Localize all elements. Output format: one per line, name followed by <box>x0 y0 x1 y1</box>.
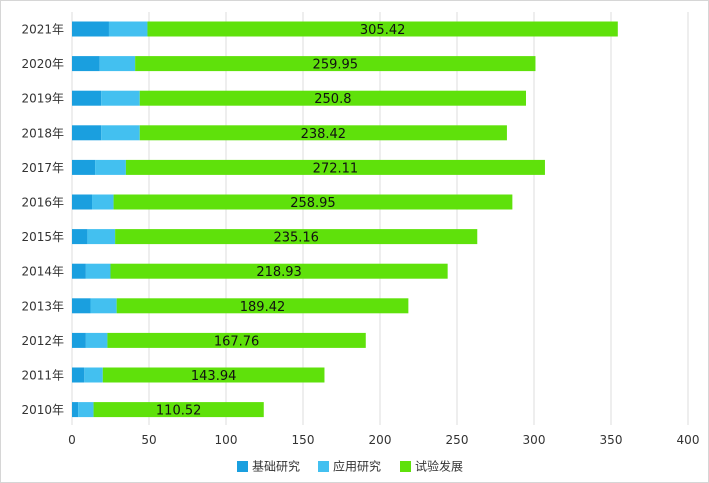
x-tick-label: 350 <box>600 433 623 447</box>
category-label: 2021年 <box>21 23 64 37</box>
legend-label: 应用研究 <box>333 459 381 474</box>
legend-swatch <box>400 461 411 472</box>
bar-segment-basic-research[interactable] <box>72 56 100 72</box>
data-label: 110.52 <box>156 404 202 419</box>
bar-segment-basic-research[interactable] <box>72 159 96 175</box>
bar-segment-applied-research[interactable] <box>90 298 117 314</box>
legend-label: 试验发展 <box>415 459 463 474</box>
bar-segment-experimental-development[interactable] <box>139 90 526 106</box>
category-label: 2020年 <box>21 57 64 71</box>
bar-segment-experimental-development[interactable] <box>107 332 366 348</box>
category-label: 2018年 <box>21 126 64 140</box>
bar-segment-applied-research[interactable] <box>78 402 94 418</box>
x-tick-label: 0 <box>68 433 76 447</box>
x-tick-label: 50 <box>141 433 156 447</box>
category-label: 2013年 <box>21 299 64 313</box>
bar-segment-basic-research[interactable] <box>72 194 93 210</box>
legend-swatch <box>237 461 248 472</box>
data-label: 167.76 <box>214 334 260 349</box>
bar-segment-applied-research[interactable] <box>84 367 103 383</box>
category-labels: 2021年 2020年 2019年 2018年 2017年 2016年 2015年 2014年… <box>21 23 64 418</box>
bar-segment-experimental-development[interactable] <box>116 298 409 314</box>
grid-lines <box>71 12 689 425</box>
bar-segment-basic-research[interactable] <box>72 332 86 348</box>
bar-segment-basic-research[interactable] <box>72 367 85 383</box>
bar-segment-basic-research[interactable] <box>72 90 102 106</box>
bar-segment-applied-research[interactable] <box>85 332 108 348</box>
bar-segment-experimental-development[interactable] <box>102 367 325 383</box>
bar-segment-experimental-development[interactable] <box>139 125 507 141</box>
bar-segment-experimental-development[interactable] <box>115 229 478 245</box>
legend-label: 基础研究 <box>252 459 300 474</box>
bar-segment-experimental-development[interactable] <box>125 159 545 175</box>
data-label: 250.8 <box>314 92 351 107</box>
bar-segment-applied-research[interactable] <box>101 90 140 106</box>
bars: 305.42 259.95 250.8 238.42 272.11 258.95 235.1… <box>72 21 618 419</box>
legend-item[interactable]: 试验发展 <box>400 459 463 474</box>
x-tick-label: 150 <box>292 433 315 447</box>
bar-segment-basic-research[interactable] <box>72 21 109 37</box>
bar-segment-basic-research[interactable] <box>72 263 86 279</box>
data-label: 238.42 <box>301 127 347 142</box>
category-label: 2019年 <box>21 92 64 106</box>
bar-segment-applied-research[interactable] <box>99 56 136 72</box>
data-label: 235.16 <box>273 231 319 246</box>
bar-segment-basic-research[interactable] <box>72 125 102 141</box>
bar-segment-applied-research[interactable] <box>108 21 148 37</box>
bar-segment-experimental-development[interactable] <box>113 194 513 210</box>
bar-segment-basic-research[interactable] <box>72 402 79 418</box>
data-label: 143.94 <box>191 369 237 384</box>
x-tick-label: 200 <box>369 433 392 447</box>
legend-swatch <box>318 461 329 472</box>
x-tick-label: 300 <box>523 433 546 447</box>
legend-item[interactable]: 基础研究 <box>237 459 300 474</box>
bar-segment-applied-research[interactable] <box>92 194 114 210</box>
bar-segment-applied-research[interactable] <box>101 125 140 141</box>
category-label: 2010年 <box>21 403 64 417</box>
data-label: 258.95 <box>290 196 336 211</box>
legend-item[interactable]: 应用研究 <box>318 459 381 474</box>
category-label: 2015年 <box>21 230 64 244</box>
x-tick-label: 250 <box>446 433 469 447</box>
bar-segment-basic-research[interactable] <box>72 229 88 245</box>
category-label: 2016年 <box>21 196 64 210</box>
data-label: 259.95 <box>313 58 359 73</box>
x-tick-labels: 0 50 100 150 200 250 300 350 400 <box>68 433 699 447</box>
category-label: 2017年 <box>21 161 64 175</box>
bar-segment-experimental-development[interactable] <box>135 56 536 72</box>
bar-segment-applied-research[interactable] <box>85 263 111 279</box>
bar-segment-basic-research[interactable] <box>72 298 91 314</box>
bar-segment-experimental-development[interactable] <box>147 21 618 37</box>
category-label: 2014年 <box>21 265 64 279</box>
data-label: 218.93 <box>256 265 302 280</box>
category-label: 2012年 <box>21 334 64 348</box>
legend[interactable]: 基础研究 应用研究 试验发展 <box>237 459 463 474</box>
x-tick-label: 400 <box>677 433 700 447</box>
data-label: 189.42 <box>240 300 286 315</box>
bar-segment-experimental-development[interactable] <box>110 263 448 279</box>
category-label: 2011年 <box>21 369 64 383</box>
bar-segment-applied-research[interactable] <box>87 229 116 245</box>
x-tick-label: 100 <box>215 433 238 447</box>
data-label: 305.42 <box>360 23 406 38</box>
data-label: 272.11 <box>313 161 359 176</box>
bar-segment-experimental-development[interactable] <box>93 402 264 418</box>
bar-segment-applied-research[interactable] <box>95 159 126 175</box>
